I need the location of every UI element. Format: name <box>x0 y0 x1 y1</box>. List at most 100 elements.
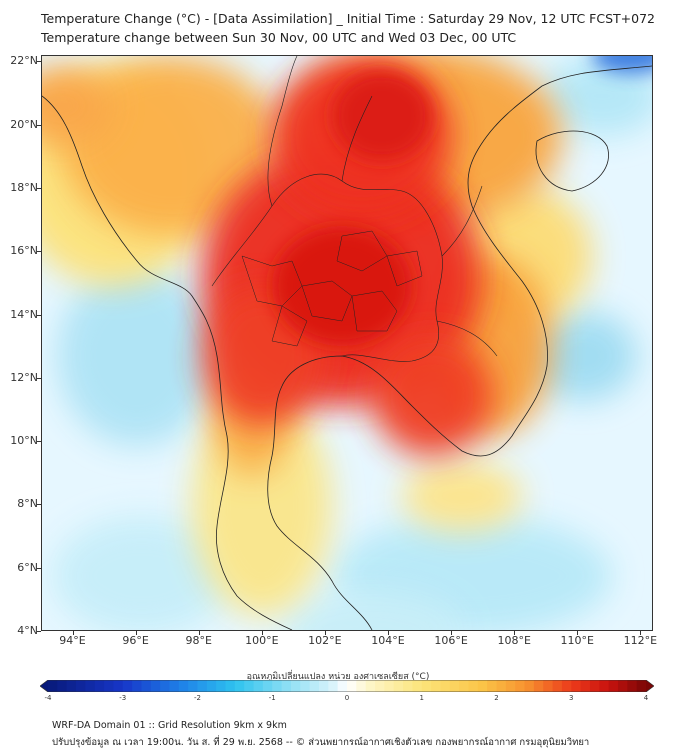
lon-tick <box>451 631 453 635</box>
lat-tick <box>37 124 41 126</box>
colorbar-segment <box>636 680 647 692</box>
colorbar-segment <box>487 680 498 692</box>
temperature-blob <box>57 266 217 446</box>
colorbar-tick-label: 1 <box>419 694 424 702</box>
lat-tick <box>37 61 41 63</box>
colorbar-segment <box>552 680 563 692</box>
map-subtitle: Temperature change between Sun 30 Nov, 0… <box>41 30 517 45</box>
colorbar-label: อุณหภูมิเปลี่ยนแปลง หน่วย องศาเซลเซียส (… <box>246 672 430 682</box>
colorbar-segment <box>496 680 507 692</box>
temperature-blob <box>52 516 232 630</box>
lat-label: 6°N <box>17 560 38 574</box>
colorbar-segment <box>524 680 535 692</box>
colorbar-segment <box>85 680 96 692</box>
lon-label: 102°E <box>308 634 342 647</box>
temperature-blob <box>372 336 492 456</box>
lat-label: 8°N <box>17 497 38 511</box>
colorbar-tick-label: -1 <box>268 694 276 702</box>
lat-label: 4°N <box>17 624 38 637</box>
colorbar-segment <box>272 680 283 692</box>
colorbar-segment <box>580 680 591 692</box>
lon-tick <box>324 631 326 635</box>
colorbar-segment <box>48 680 58 692</box>
lat-label: 14°N <box>10 307 38 321</box>
lat-tick <box>37 441 41 443</box>
colorbar-segment <box>505 680 516 692</box>
colorbar-segment <box>225 680 236 692</box>
map-title: Temperature Change (°C) - [Data Assimila… <box>41 11 656 26</box>
temperature-blob <box>332 71 432 161</box>
map-canvas <box>42 56 652 630</box>
colorbar-segment <box>412 680 423 692</box>
colorbar-tick-label: 3 <box>569 694 574 702</box>
lat-label: 16°N <box>10 244 38 258</box>
colorbar-segment <box>132 680 143 692</box>
colorbar-segment <box>188 680 199 692</box>
lon-tick <box>135 631 137 635</box>
colorbar-segment <box>393 680 404 692</box>
colorbar-tick-label: -3 <box>119 694 127 702</box>
lat-label: 22°N <box>10 54 38 68</box>
colorbar-segment <box>599 680 610 692</box>
lat-tick <box>37 187 41 189</box>
colorbar-segment <box>627 680 638 692</box>
footer-model-info: WRF-DA Domain 01 :: Grid Resolution 9km … <box>52 720 287 731</box>
lat-tick <box>37 567 41 569</box>
colorbar <box>40 680 654 692</box>
lat-label: 12°N <box>10 370 38 384</box>
colorbar-segment <box>253 680 264 692</box>
colorbar-segment <box>356 680 367 692</box>
lon-tick <box>577 631 579 635</box>
lon-label: 94°E <box>59 634 86 647</box>
colorbar-segment <box>318 680 329 692</box>
footer-credit: ปรับปรุงข้อมูล ณ เวลา 19:00น. วัน ส. ที่… <box>52 737 590 748</box>
colorbar-segment <box>459 680 470 692</box>
lat-tick <box>37 504 41 506</box>
lat-tick <box>37 631 41 632</box>
colorbar-tick-label: 2 <box>494 694 499 702</box>
lon-tick <box>514 631 516 635</box>
temperature-blob <box>62 56 282 236</box>
colorbar-segment <box>197 680 208 692</box>
lon-label: 108°E <box>497 634 531 647</box>
colorbar-segment <box>543 680 554 692</box>
colorbar-segment <box>262 680 273 692</box>
lon-tick <box>388 631 389 635</box>
colorbar-segment <box>57 680 68 692</box>
colorbar-segment <box>617 680 628 692</box>
colorbar-segment <box>178 680 189 692</box>
lon-tick <box>261 631 263 635</box>
lon-label: 104°E <box>371 634 405 647</box>
lon-label: 112°E <box>623 634 658 647</box>
colorbar-tick-label: -2 <box>194 694 201 702</box>
lon-tick <box>198 631 200 635</box>
colorbar-segment <box>375 680 385 692</box>
colorbar-tick-label: -4 <box>44 694 52 702</box>
lon-label: 100°E <box>245 634 279 647</box>
colorbar-tick-label: 0 <box>344 694 350 702</box>
coastline-hainan <box>535 130 609 192</box>
colorbar-segment <box>431 680 442 692</box>
country-borders <box>211 56 498 362</box>
colorbar-segment <box>589 680 600 692</box>
colorbar-segment <box>281 680 292 692</box>
temperature-blob <box>42 66 112 146</box>
colorbar-segment <box>244 680 255 692</box>
colorbar-segment <box>169 680 180 692</box>
colorbar-segment <box>290 680 301 692</box>
temperature-blob <box>272 226 412 346</box>
colorbar-segment <box>608 680 619 692</box>
lon-label: 110°E <box>560 634 594 647</box>
colorbar-tick-label: 4 <box>643 694 649 702</box>
colorbar-segment <box>515 680 526 692</box>
colorbar-segment <box>449 680 460 692</box>
colorbar-segment <box>328 680 339 692</box>
coastline-gulf-vietnam <box>267 65 652 630</box>
colorbar-segment <box>150 680 161 692</box>
lon-tick <box>640 631 642 635</box>
lat-label: 18°N <box>10 180 38 194</box>
lat-tick <box>37 314 41 316</box>
colorbar-segment <box>76 680 86 692</box>
colorbar-segment <box>468 680 479 692</box>
coastlines-and-borders <box>42 56 652 630</box>
